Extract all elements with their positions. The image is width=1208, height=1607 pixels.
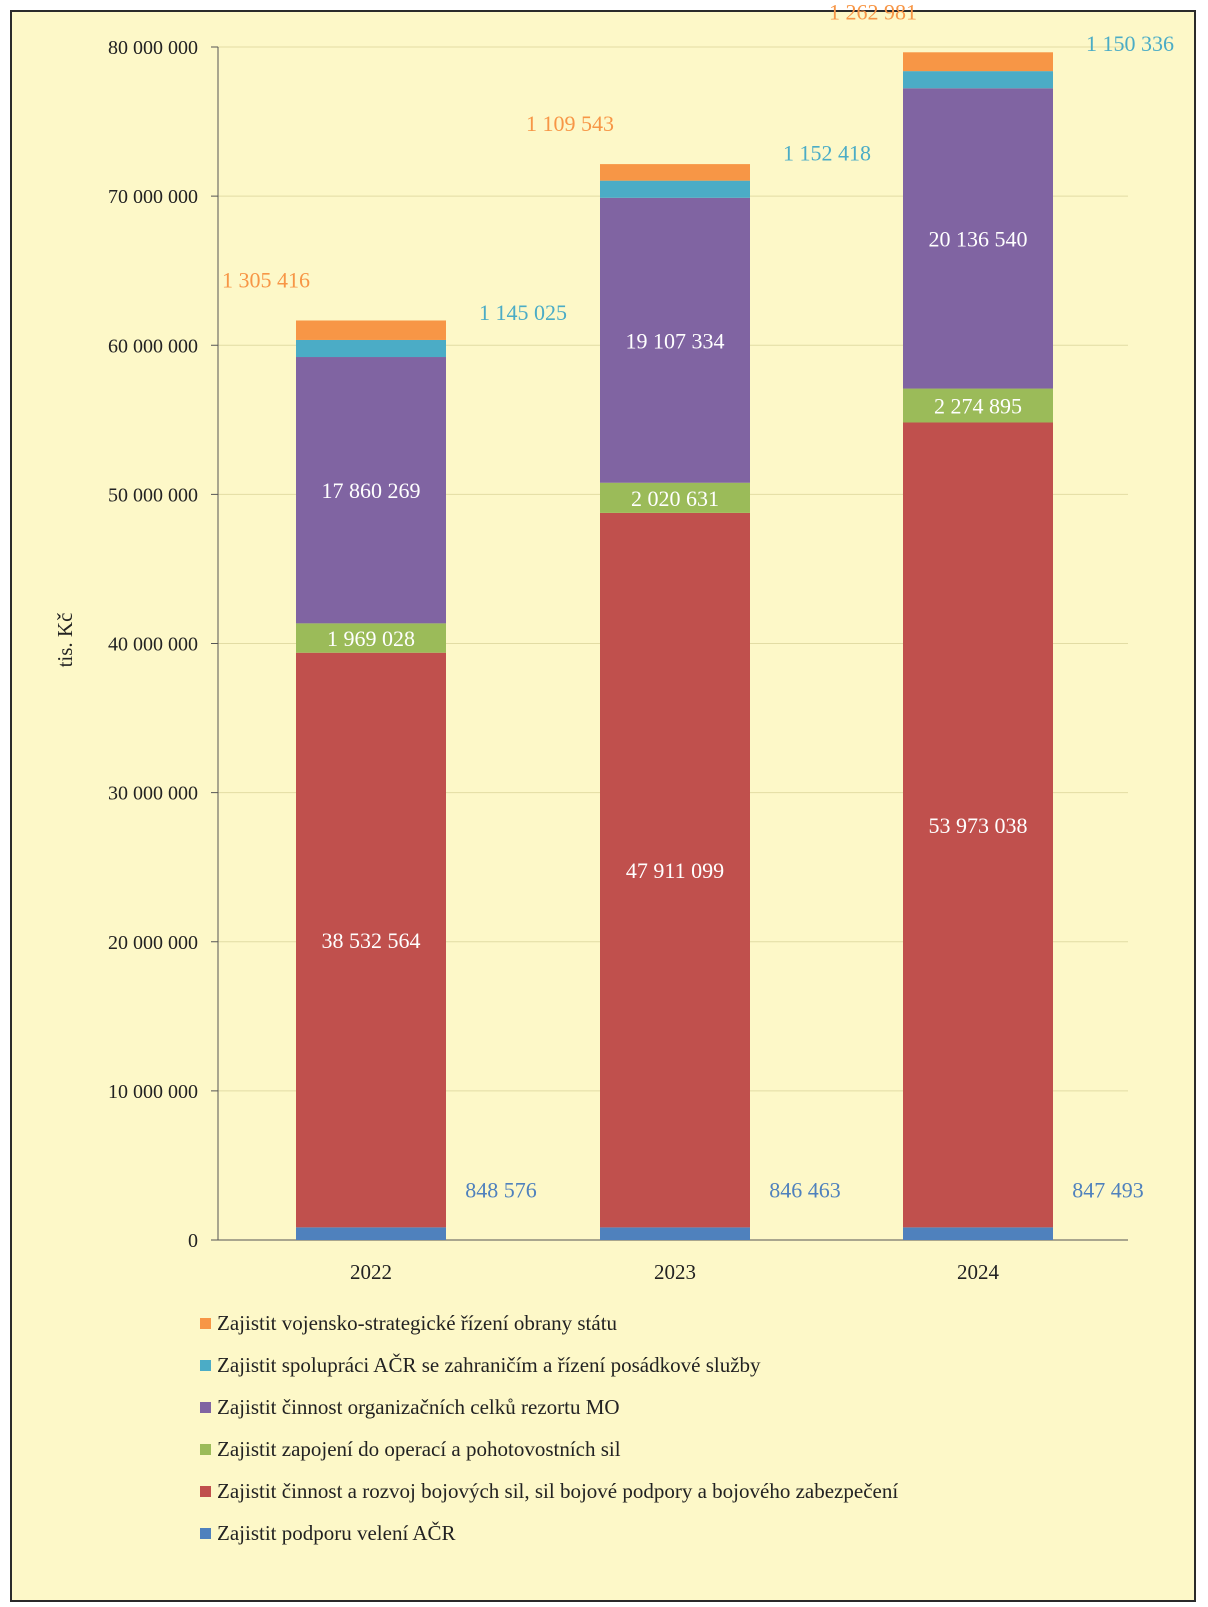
data-label: 2 274 895	[934, 394, 1022, 419]
legend-swatch	[200, 1317, 211, 1329]
data-label: 47 911 099	[626, 858, 724, 883]
bar-segment	[296, 652, 446, 1228]
legend-item: Zajistit spolupráci AČR se zahraničím a …	[200, 1344, 898, 1386]
y-tick-label: 40 000 000	[108, 634, 198, 656]
y-axis-ticks: 0 10 000 000 20 000 000 30 000 000 40 000 00…	[108, 37, 1128, 1252]
bar-segment	[903, 1227, 1053, 1240]
legend-item: Zajistit vojensko-strategické řízení obr…	[200, 1302, 898, 1344]
x-category-label: 2023	[654, 1260, 696, 1284]
legend-label: Zajistit činnost organizačních celků rez…	[217, 1394, 620, 1419]
data-label: 17 860 269	[322, 478, 421, 503]
x-category-label: 2024	[957, 1260, 1000, 1284]
x-category-label: 2022	[350, 1260, 392, 1284]
legend-label: Zajistit spolupráci AČR se zahraničím a …	[217, 1352, 761, 1377]
data-label: 1 262 981	[829, 0, 917, 24]
bar-segment	[296, 1227, 446, 1240]
data-label: 20 136 540	[929, 226, 1028, 251]
bar-segment	[903, 52, 1053, 72]
legend-label: Zajistit vojensko-strategické řízení obr…	[217, 1310, 618, 1335]
legend-label: Zajistit zapojení do operací a pohotovos…	[217, 1436, 621, 1461]
legend-swatch	[200, 1401, 211, 1413]
bar-segment	[600, 1227, 750, 1240]
data-label: 53 973 038	[929, 813, 1028, 838]
legend-label: Zajistit podporu velení AČR	[217, 1520, 456, 1545]
bar-segment	[903, 388, 1053, 423]
bar-segment	[296, 320, 446, 340]
legend-swatch	[200, 1527, 211, 1539]
data-label: 1 145 025	[479, 300, 567, 325]
y-tick-label: 80 000 000	[108, 37, 198, 59]
bar-segment	[296, 339, 446, 358]
legend-swatch	[200, 1485, 211, 1497]
data-label: 1 109 543	[526, 111, 614, 136]
legend-item: Zajistit podporu velení AČR	[200, 1512, 898, 1554]
legend-swatch	[200, 1359, 211, 1371]
legend-item: Zajistit zapojení do operací a pohotovos…	[200, 1428, 898, 1470]
bar-segment	[903, 422, 1053, 1228]
bars	[296, 52, 1053, 1240]
bar-segment	[296, 357, 446, 624]
data-label: 1 150 336	[1086, 31, 1174, 56]
legend-item: Zajistit činnost a rozvoj bojových sil, …	[200, 1470, 898, 1512]
data-label: 1 969 028	[327, 626, 415, 651]
y-axis-title: tis. Kč	[53, 613, 77, 668]
y-tick-label: 20 000 000	[108, 932, 198, 954]
bar-segment	[296, 623, 446, 653]
y-tick-label: 0	[188, 1230, 198, 1252]
data-label: 2 020 631	[631, 486, 719, 511]
y-tick-label: 10 000 000	[108, 1081, 198, 1103]
data-label: 848 576	[465, 1177, 537, 1202]
bar-segment	[600, 164, 750, 181]
data-label: 847 493	[1072, 1177, 1144, 1202]
y-tick-label: 60 000 000	[108, 335, 198, 357]
data-label: 846 463	[769, 1177, 841, 1202]
y-tick-label: 50 000 000	[108, 484, 198, 506]
legend: Zajistit vojensko-strategické řízení obr…	[200, 1302, 898, 1554]
data-label: 19 107 334	[626, 328, 725, 353]
bar-segment	[600, 197, 750, 483]
data-labels: 848 576 38 532 564 1 969 028 17 860 269 1 14…	[222, 0, 1174, 1202]
legend-label: Zajistit činnost a rozvoj bojových sil, …	[217, 1478, 899, 1503]
y-tick-label: 70 000 000	[108, 186, 198, 208]
y-tick-label: 30 000 000	[108, 783, 198, 805]
bar-segment	[903, 71, 1053, 89]
data-label: 1 152 418	[783, 141, 871, 166]
legend-swatch	[200, 1443, 211, 1455]
data-label: 1 305 416	[222, 267, 310, 292]
bar-segment	[600, 512, 750, 1228]
bar-segment	[600, 482, 750, 513]
legend-item: Zajistit činnost organizačních celků rez…	[200, 1386, 898, 1428]
bar-segment	[903, 88, 1053, 389]
bar-segment	[600, 180, 750, 198]
x-axis-categories: 2022 2023 2024	[350, 1260, 1000, 1284]
data-label: 38 532 564	[322, 928, 421, 953]
